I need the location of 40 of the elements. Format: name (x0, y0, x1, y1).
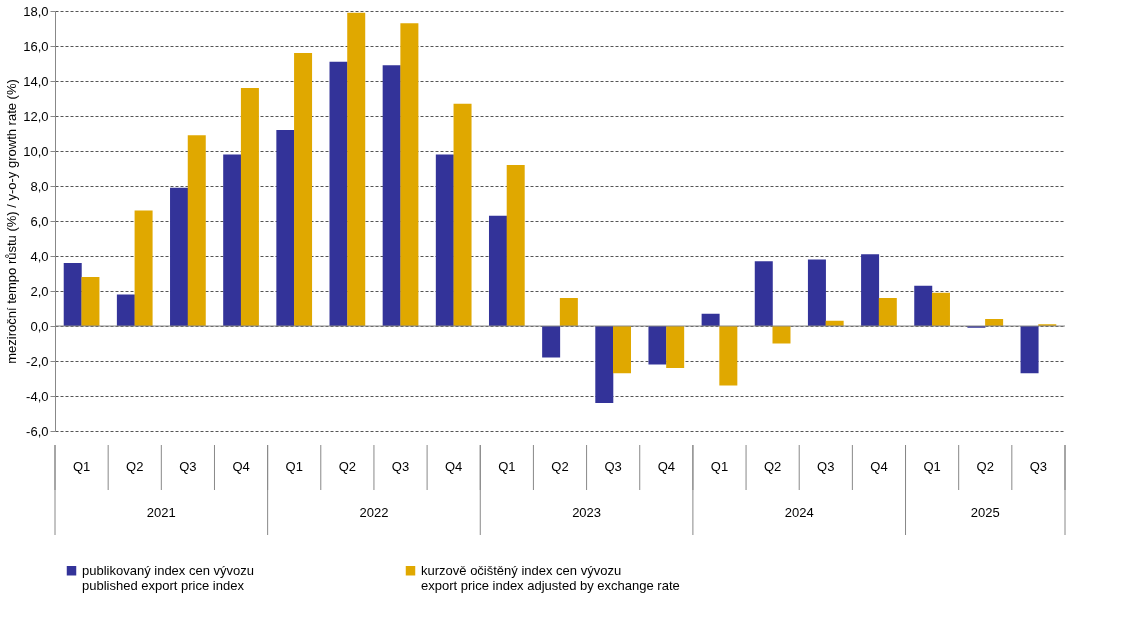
text: 2025 (970, 505, 1000, 520)
text: 2023 (572, 505, 602, 520)
y-tick-label: 10,0 (23, 143, 49, 159)
y-tick-label: -4,0 (26, 388, 49, 404)
y-tick-label: 14,0 (23, 73, 49, 89)
y-tick-label: 8,0 (30, 178, 49, 194)
legend-label: kurzově očištěný index cen vývozu export price index adjusted by exchange rate (421, 562, 680, 593)
x-tick-label: Q4 (232, 459, 250, 474)
x-tick-label: Q4 (657, 459, 675, 474)
x-tick-label: Q2 (763, 459, 782, 474)
y-tick-label: 2,0 (30, 283, 49, 299)
y-tick-label: -6,0 (26, 423, 49, 439)
text: 2024 (784, 505, 814, 520)
x-tick-label: Q3 (179, 459, 197, 474)
text: 2022 (359, 505, 389, 520)
x-tick-label: Q1 (285, 459, 303, 474)
x-tick-label: Q2 (338, 459, 357, 474)
y-tick-label: 0,0 (30, 318, 49, 334)
x-tick-label: Q1 (923, 459, 941, 474)
x-tick-label: Q2 (976, 459, 994, 474)
x-tick-label: Q1 (72, 459, 91, 474)
x-tick-label: Q1 (498, 459, 516, 474)
legend-label: publikovaný index cen vývozu published export price index (82, 562, 254, 593)
y-axis-title: meziroční tempo růstu (%) / y-o-y growth rate (%) (4, 79, 20, 364)
y-tick-label: -2,0 (26, 353, 49, 369)
x-tick-label: Q3 (604, 459, 622, 474)
text: 2021 (146, 505, 176, 520)
x-tick-label: Q4 (445, 459, 463, 474)
y-tick-label: 12,0 (23, 108, 49, 124)
x-tick-label: Q4 (870, 459, 888, 474)
y-tick-label: 6,0 (30, 213, 49, 229)
x-tick-label: Q2 (551, 459, 569, 474)
y-tick-label: 4,0 (30, 248, 49, 264)
y-tick-label: 18,0 (23, 3, 49, 19)
x-tick-label: Q3 (391, 459, 410, 474)
y-tick-label: 16,0 (23, 38, 49, 54)
x-tick-label: Q3 (817, 459, 835, 474)
x-tick-label: Q3 (1029, 459, 1048, 474)
x-tick-label: Q1 (710, 459, 729, 474)
x-tick-label: Q2 (126, 459, 144, 474)
